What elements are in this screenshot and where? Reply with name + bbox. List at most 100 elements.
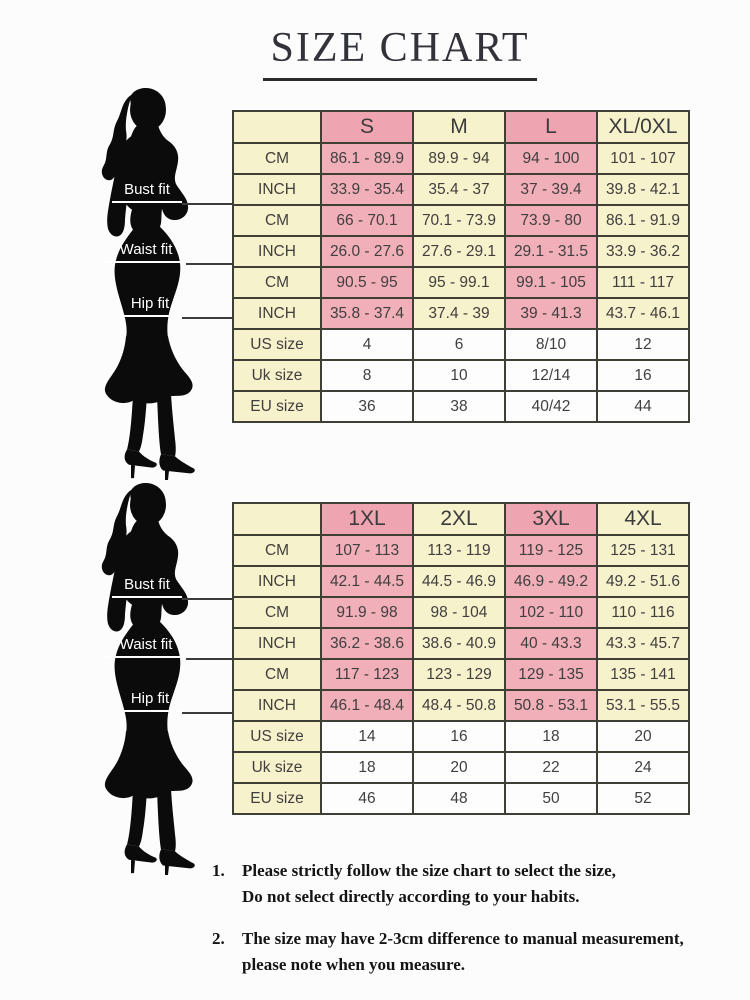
size-value-cell: 12/14 [504, 359, 598, 392]
size-value-cell: 95 - 99.1 [412, 266, 506, 299]
size-value-cell: 48.4 - 50.8 [412, 689, 506, 722]
size-value-cell: 39.8 - 42.1 [596, 173, 690, 206]
size-value-cell: 113 - 119 [412, 534, 506, 567]
size-column-header: 1XL [320, 502, 414, 536]
size-value-cell: 24 [596, 751, 690, 784]
size-value-cell: 48 [412, 782, 506, 815]
size-value-cell: 8 [320, 359, 414, 392]
page-title: SIZE CHART [262, 24, 538, 81]
size-value-cell: 46.9 - 49.2 [504, 565, 598, 598]
table-row: EU size 36 38 40/42 44 [232, 390, 690, 423]
row-label: Uk size [232, 751, 322, 784]
size-value-cell: 99.1 - 105 [504, 266, 598, 299]
bust-fit-label-1: Bust fit [112, 182, 182, 203]
size-table-plus: 1XL 2XL 3XL 4XL CM 107 - 113 113 - 119 119 - 12… [232, 502, 690, 815]
size-value-cell: 42.1 - 44.5 [320, 565, 414, 598]
size-value-cell: 91.9 - 98 [320, 596, 414, 629]
size-value-cell: 44.5 - 46.9 [412, 565, 506, 598]
table-row: Uk size 18 20 22 24 [232, 751, 690, 784]
corner-cell [232, 502, 322, 536]
row-label: US size [232, 720, 322, 753]
hip-measure-line-1 [182, 317, 233, 319]
size-value-cell: 98 - 104 [412, 596, 506, 629]
size-value-cell: 43.7 - 46.1 [596, 297, 690, 330]
size-value-cell: 53.1 - 55.5 [596, 689, 690, 722]
waist-measure-line-2 [186, 658, 233, 660]
table-row: CM 66 - 70.1 70.1 - 73.9 73.9 - 80 86.1 - 91… [232, 204, 690, 237]
size-value-cell: 35.4 - 37 [412, 173, 506, 206]
size-column-header: 3XL [504, 502, 598, 536]
size-value-cell: 46 [320, 782, 414, 815]
size-column-header: M [412, 110, 506, 144]
row-label: INCH [232, 173, 322, 206]
size-value-cell: 107 - 113 [320, 534, 414, 567]
bust-measure-line-1 [182, 203, 233, 205]
size-value-cell: 123 - 129 [412, 658, 506, 691]
size-value-cell: 90.5 - 95 [320, 266, 414, 299]
size-value-cell: 40/42 [504, 390, 598, 423]
page-title-wrap: SIZE CHART [240, 24, 560, 81]
size-value-cell: 73.9 - 80 [504, 204, 598, 237]
size-column-header: 2XL [412, 502, 506, 536]
note-1-line-2: Do not select directly according to your… [242, 887, 580, 906]
note-2-number: 2. [212, 929, 225, 948]
table-row: Uk size 8 10 12/14 16 [232, 359, 690, 392]
size-value-cell: 39 - 41.3 [504, 297, 598, 330]
waist-fit-label-2: Waist fit [106, 637, 186, 658]
table-row: EU size 46 48 50 52 [232, 782, 690, 815]
size-value-cell: 125 - 131 [596, 534, 690, 567]
size-value-cell: 46.1 - 48.4 [320, 689, 414, 722]
size-value-cell: 38 [412, 390, 506, 423]
size-value-cell: 70.1 - 73.9 [412, 204, 506, 237]
size-value-cell: 110 - 116 [596, 596, 690, 629]
size-table-regular: S M L XL/0XL CM 86.1 - 89.9 89.9 - 94 94 - 100 1… [232, 110, 690, 423]
row-label: CM [232, 658, 322, 691]
size-value-cell: 26.0 - 27.6 [320, 235, 414, 268]
row-label: CM [232, 142, 322, 175]
table-row: US size 14 16 18 20 [232, 720, 690, 753]
size-value-cell: 14 [320, 720, 414, 753]
note-1: 1. Please strictly follow the size chart… [212, 858, 750, 910]
size-value-cell: 52 [596, 782, 690, 815]
table-row: INCH 35.8 - 37.4 37.4 - 39 39 - 41.3 43.7 - … [232, 297, 690, 330]
hip-fit-label-2: Hip fit [118, 691, 182, 712]
hip-fit-label-1: Hip fit [118, 296, 182, 317]
row-label: US size [232, 328, 322, 361]
hip-measure-line-2 [182, 712, 233, 714]
row-label: INCH [232, 235, 322, 268]
size-value-cell: 66 - 70.1 [320, 204, 414, 237]
size-value-cell: 22 [504, 751, 598, 784]
size-value-cell: 37 - 39.4 [504, 173, 598, 206]
note-2: 2. The size may have 2-3cm difference to… [212, 926, 750, 978]
size-value-cell: 6 [412, 328, 506, 361]
size-value-cell: 86.1 - 89.9 [320, 142, 414, 175]
size-value-cell: 29.1 - 31.5 [504, 235, 598, 268]
row-label: INCH [232, 297, 322, 330]
size-value-cell: 8/10 [504, 328, 598, 361]
row-label: EU size [232, 390, 322, 423]
table-row: CM 86.1 - 89.9 89.9 - 94 94 - 100 101 - 107 [232, 142, 690, 175]
size-value-cell: 35.8 - 37.4 [320, 297, 414, 330]
row-label: INCH [232, 565, 322, 598]
table-row: INCH 46.1 - 48.4 48.4 - 50.8 50.8 - 53.1 53.… [232, 689, 690, 722]
bust-measure-line-2 [182, 598, 233, 600]
size-value-cell: 36.2 - 38.6 [320, 627, 414, 660]
table-row: INCH 26.0 - 27.6 27.6 - 29.1 29.1 - 31.5 33.… [232, 235, 690, 268]
size-value-cell: 117 - 123 [320, 658, 414, 691]
table-row: CM 107 - 113 113 - 119 119 - 125 125 - 131 [232, 534, 690, 567]
size-value-cell: 94 - 100 [504, 142, 598, 175]
size-value-cell: 33.9 - 36.2 [596, 235, 690, 268]
note-2-line-2: please note when you measure. [242, 955, 466, 974]
table-row: INCH 42.1 - 44.5 44.5 - 46.9 46.9 - 49.2 49.… [232, 565, 690, 598]
size-value-cell: 44 [596, 390, 690, 423]
note-1-number: 1. [212, 861, 225, 880]
size-value-cell: 12 [596, 328, 690, 361]
table-row: INCH 33.9 - 35.4 35.4 - 37 37 - 39.4 39.8 - … [232, 173, 690, 206]
row-label: CM [232, 596, 322, 629]
size-value-cell: 129 - 135 [504, 658, 598, 691]
size-value-cell: 50 [504, 782, 598, 815]
female-silhouette-1 [70, 85, 240, 480]
row-label: INCH [232, 627, 322, 660]
size-value-cell: 4 [320, 328, 414, 361]
row-label: Uk size [232, 359, 322, 392]
